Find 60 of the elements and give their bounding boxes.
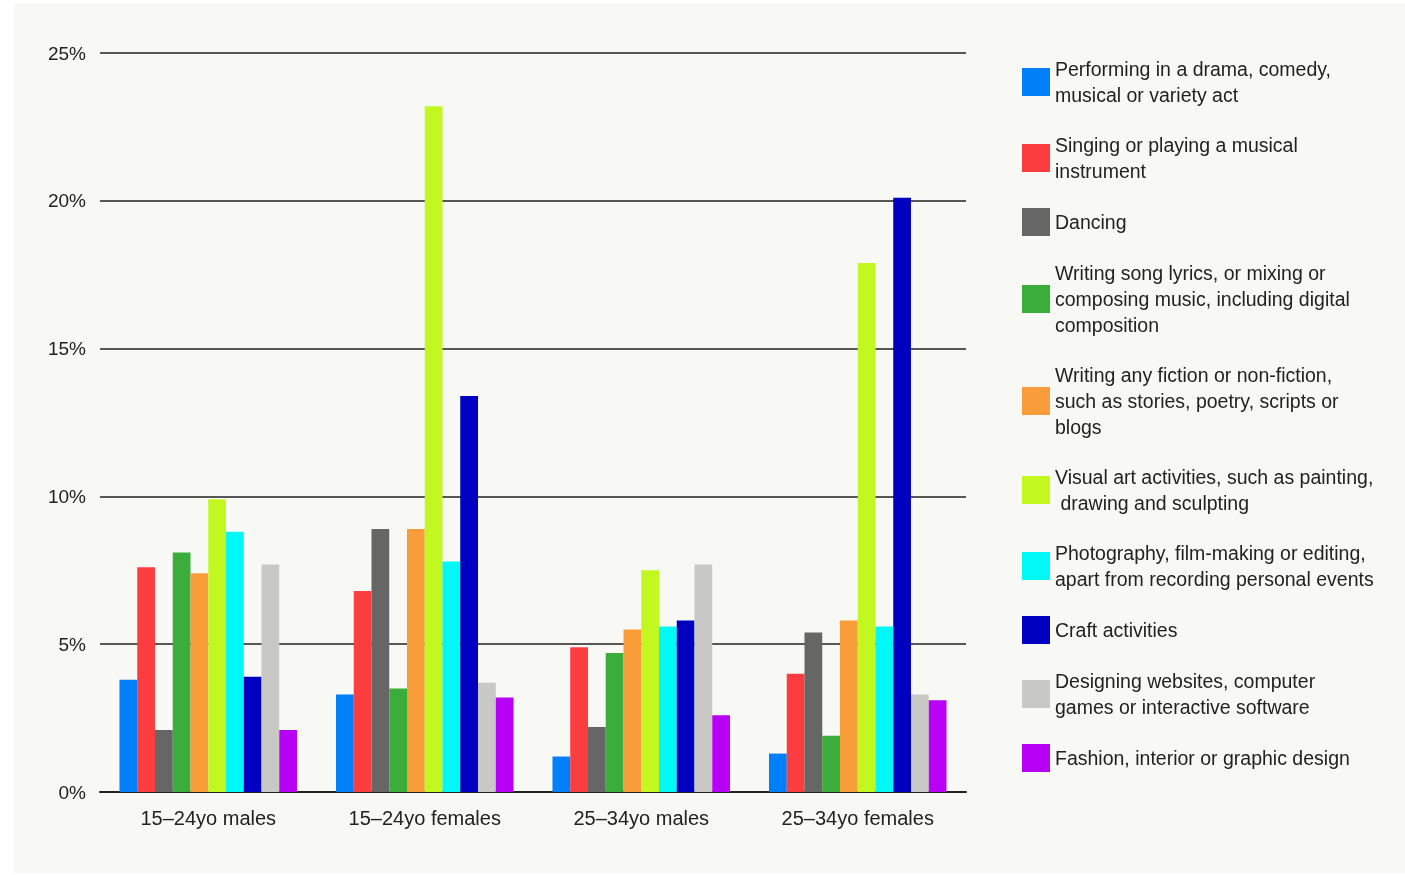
bar (857, 262, 876, 792)
legend-label: Designing websites, computer games or interactive software (1055, 670, 1321, 718)
bar (712, 715, 731, 792)
bar (840, 620, 858, 792)
bar (389, 688, 407, 792)
bar (768, 753, 787, 792)
bar (442, 561, 461, 792)
x-tick-label: 25–34yo females (781, 807, 934, 829)
bar (804, 632, 823, 792)
bar (641, 570, 659, 792)
legend-label: Writing song lyrics, or mixing or composing music, including digital composition (1055, 262, 1356, 336)
legend-label: Performing in a drama, comedy, musical or variety act (1055, 58, 1337, 106)
bar (570, 647, 588, 792)
bar (154, 729, 173, 792)
bar (261, 564, 280, 792)
bar (694, 564, 713, 792)
bar (822, 735, 840, 792)
bar (335, 694, 354, 792)
bar (353, 590, 372, 792)
y-tick-label: 0% (58, 781, 87, 803)
bar (190, 573, 209, 792)
legend-label: Photography, film-making or editing, apart from recording personal events (1055, 542, 1374, 590)
bar (623, 629, 642, 792)
y-tick-label: 10% (47, 485, 87, 507)
bar (875, 626, 894, 792)
bar (279, 729, 298, 792)
legend-label: Writing any fiction or non-fiction, such as stories, poetry, scripts or blogs (1055, 364, 1344, 438)
legend-label: Visual art activities, such as painting, drawing and sculpting (1055, 466, 1374, 514)
bar (226, 531, 244, 792)
bar (928, 700, 947, 792)
bar (495, 697, 514, 792)
bar (659, 626, 677, 792)
bar (424, 106, 443, 792)
bar (605, 653, 624, 792)
bar (243, 676, 262, 792)
x-tick-label: 15–24yo females (348, 807, 501, 829)
bar (478, 682, 496, 792)
bar (172, 552, 191, 792)
legend-label: Fashion, interior or graphic design (1055, 747, 1350, 769)
bar (893, 197, 912, 792)
bar (119, 679, 138, 792)
x-tick-label: 15–24yo males (140, 807, 277, 829)
bar (371, 528, 390, 792)
legend-label: Singing or playing a musical instrument (1055, 134, 1304, 182)
bar (676, 620, 695, 792)
bar (786, 673, 805, 792)
bar (460, 395, 479, 792)
y-tick-label: 15% (47, 338, 87, 360)
x-tick-label: 25–34yo males (573, 807, 710, 829)
y-tick-label: 5% (58, 633, 87, 655)
bar (208, 499, 226, 792)
bar (137, 567, 155, 792)
legend-label: Craft activities (1055, 619, 1178, 641)
y-tick-label: 20% (47, 190, 87, 212)
bar (552, 756, 571, 792)
bar (587, 726, 606, 792)
bar (911, 694, 929, 792)
legend-label: Dancing (1055, 211, 1127, 233)
bar (407, 528, 425, 792)
y-tick-label: 25% (47, 42, 87, 64)
